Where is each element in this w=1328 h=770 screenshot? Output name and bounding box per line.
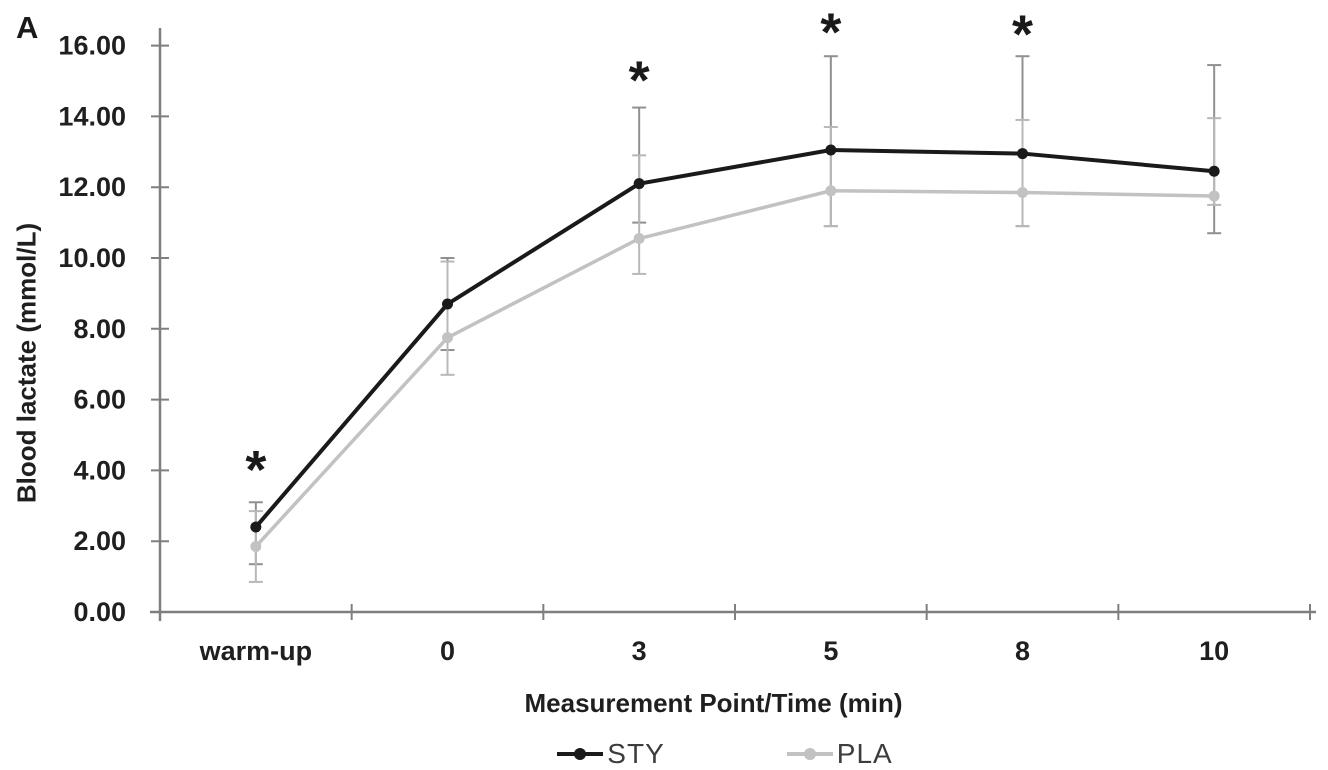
- pla-line: [254, 188, 1216, 549]
- x-tick-label: 10: [1199, 636, 1229, 666]
- x-tick-label: 3: [632, 636, 647, 666]
- sty-line: [253, 148, 1217, 530]
- pla-point: [825, 185, 837, 197]
- x-tick-label: warm-up: [199, 636, 313, 666]
- pla-point: [1208, 190, 1220, 202]
- y-tick-label: 8.00: [73, 314, 126, 344]
- panel-label: A: [16, 10, 39, 45]
- y-tick-label: 14.00: [58, 101, 126, 131]
- legend-entry-sty: STY: [557, 738, 664, 770]
- significance-asterisk: *: [1012, 4, 1033, 64]
- significance-asterisk: *: [820, 3, 841, 63]
- sty-point: [250, 521, 262, 533]
- pla-point: [633, 233, 645, 245]
- pla-point: [1017, 187, 1028, 199]
- y-tick-label: 16.00: [58, 31, 126, 61]
- y-tick-label: 10.00: [58, 243, 126, 273]
- x-tick-label: 5: [823, 636, 838, 666]
- sty-point: [1208, 165, 1220, 177]
- x-tick-label: 0: [440, 636, 455, 666]
- legend-label-pla: PLA: [836, 738, 893, 769]
- significance-asterisk: *: [245, 440, 266, 500]
- y-tick-label: 6.00: [73, 385, 126, 415]
- chart-legend: STY PLA: [0, 738, 1328, 770]
- x-tick-label: 8: [1015, 636, 1030, 666]
- y-tick-label: 2.00: [73, 526, 126, 556]
- sty-point: [1017, 148, 1028, 160]
- y-tick-label: 12.00: [58, 172, 126, 202]
- y-tick-label: 4.00: [73, 455, 126, 485]
- pla-point: [250, 541, 262, 553]
- legend-label-sty: STY: [607, 738, 665, 769]
- y-tick-label: 0.00: [73, 597, 126, 627]
- sty-point: [442, 298, 453, 310]
- pla-point: [442, 332, 453, 344]
- sty-point: [633, 178, 645, 190]
- x-axis-title: Measurement Point/Time (min): [524, 688, 903, 718]
- legend-entry-pla: PLA: [786, 738, 893, 770]
- sty-point: [825, 144, 837, 156]
- sty-line-marker-icon: [557, 748, 604, 760]
- significance-asterisk: *: [629, 50, 650, 110]
- pla-line-marker-icon: [786, 748, 833, 760]
